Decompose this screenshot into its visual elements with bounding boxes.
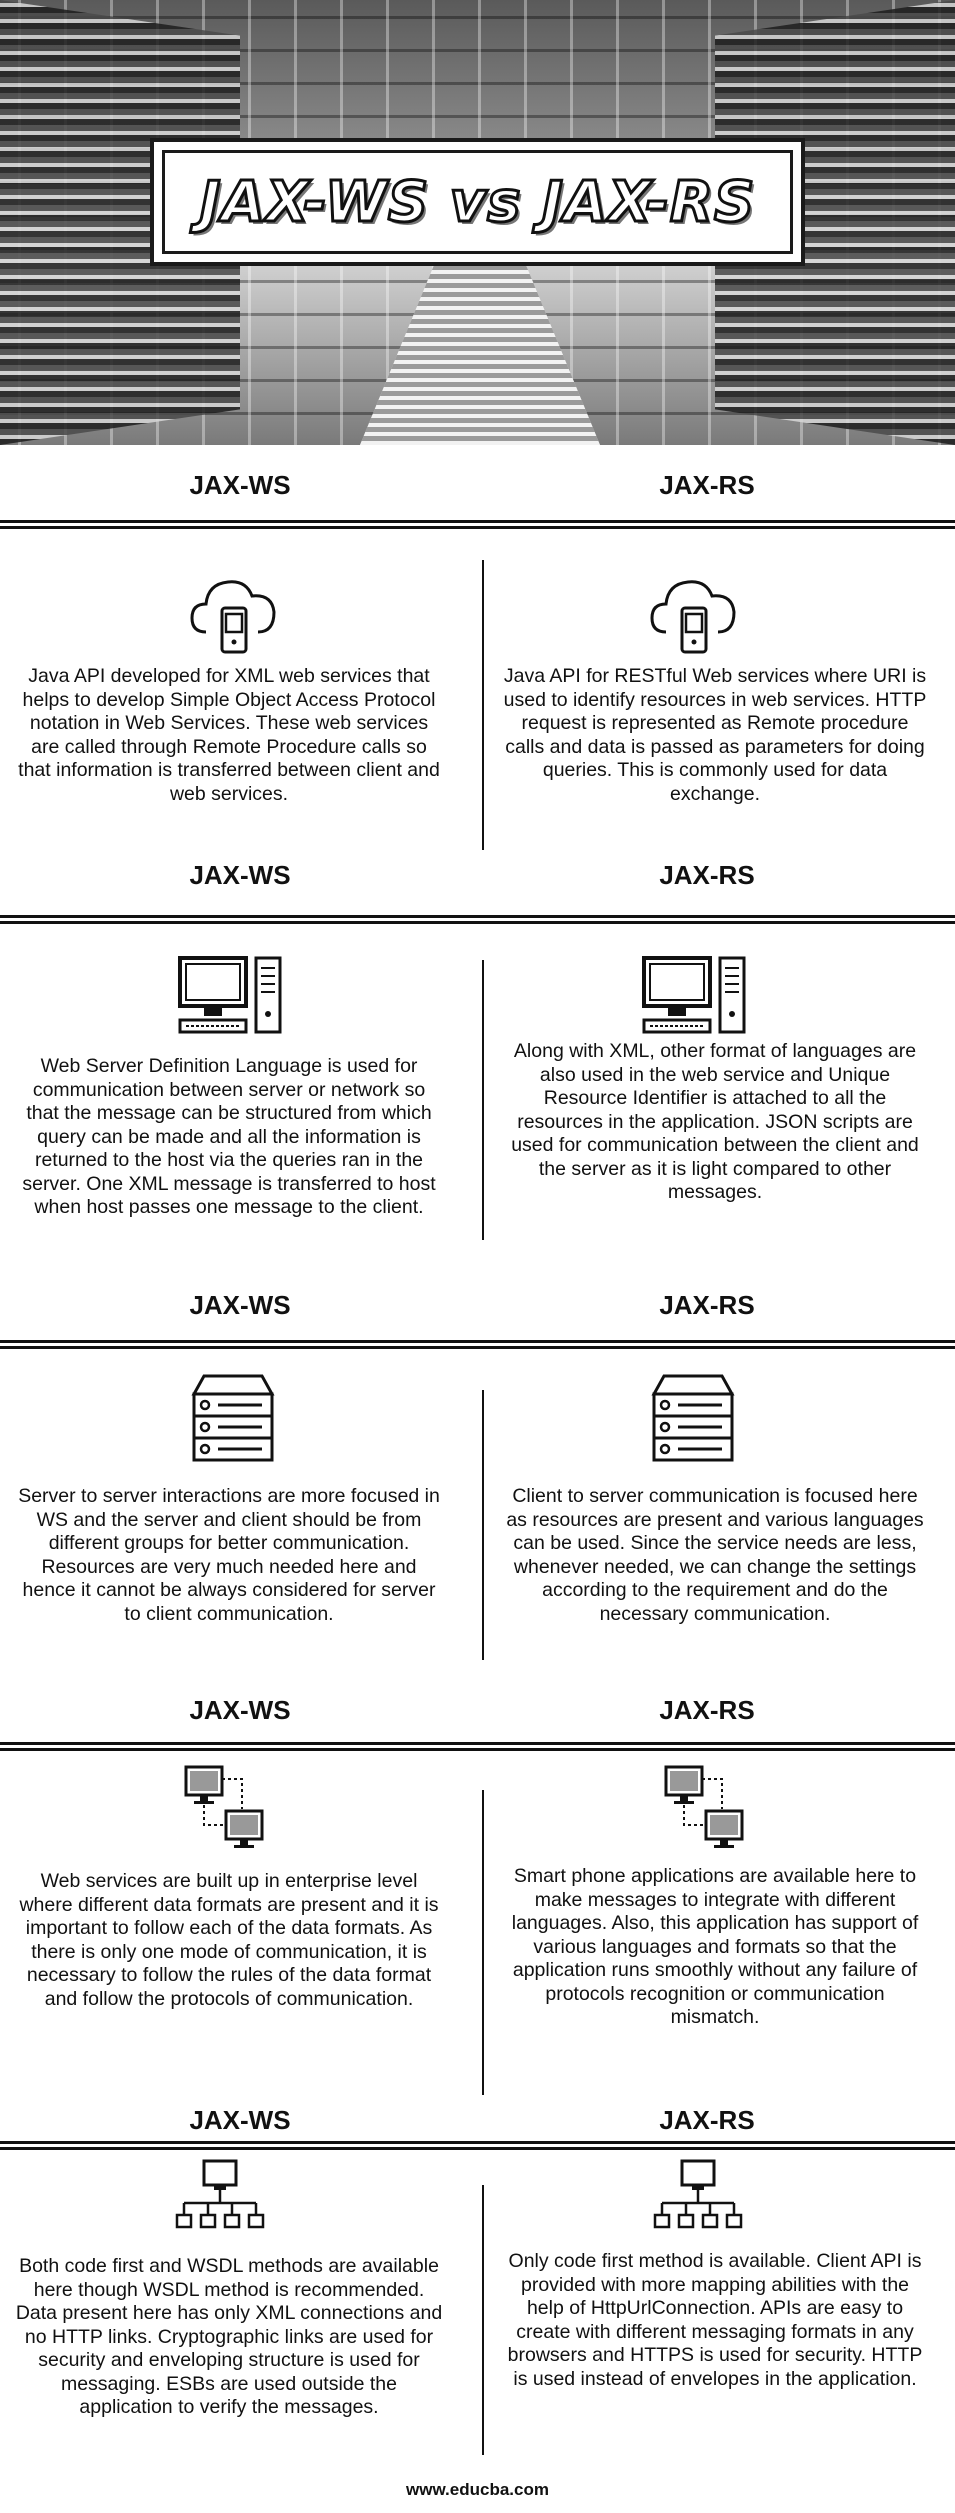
jax-ws-description: Server to server interactions are more f… (18, 1485, 440, 1625)
comparison-section-1: JAX-WS JAX-RS Java API developed for XML… (0, 460, 955, 860)
server-stack-icon (651, 1374, 735, 1462)
network-hierarchy-icon (653, 2159, 743, 2229)
comparison-section-3: JAX-WS JAX-RS Server to server interacti… (0, 1290, 955, 1690)
section-divider (0, 2141, 955, 2150)
column-divider (482, 2185, 484, 2455)
jax-ws-description: Web services are built up in enterprise … (19, 1870, 439, 2010)
jax-ws-description: Java API developed for XML web services … (18, 665, 440, 805)
column-divider (482, 1790, 484, 2095)
desktop-computer-icon (642, 956, 746, 1034)
comparison-section-4: JAX-WS JAX-RS Web services are built up … (0, 1695, 955, 2120)
column-divider (482, 1390, 484, 1660)
header-banner: JAX-WS vs JAX-RS (0, 0, 955, 445)
page-title: JAX-WS vs JAX-RS (198, 168, 756, 236)
section-divider (0, 1742, 955, 1751)
column-heading-jax-rs: JAX-RS (659, 1695, 755, 1725)
section-divider (0, 1340, 955, 1349)
column-heading-jax-ws: JAX-WS (189, 1290, 291, 1320)
column-heading-jax-ws: JAX-WS (189, 2105, 291, 2135)
jax-ws-description: Web Server Definition Language is used f… (22, 1055, 436, 1218)
column-heading-jax-rs: JAX-RS (659, 1290, 755, 1320)
connected-monitors-icon (664, 1765, 744, 1848)
cloud-phone-icon (650, 580, 736, 654)
column-heading-jax-rs: JAX-RS (659, 470, 755, 500)
comparison-section-2: JAX-WS JAX-RS Web Server Definition Lang… (0, 860, 955, 1290)
column-heading-jax-rs: JAX-RS (659, 860, 755, 890)
cloud-phone-icon (190, 580, 276, 654)
column-heading-jax-rs: JAX-RS (659, 2105, 755, 2135)
column-heading-jax-ws: JAX-WS (189, 470, 291, 500)
column-divider (482, 960, 484, 1240)
server-stack-icon (191, 1374, 275, 1462)
footer-url: www.educba.com (406, 2480, 549, 2499)
desktop-computer-icon (178, 956, 282, 1034)
connected-monitors-icon (184, 1765, 264, 1848)
section-divider (0, 520, 955, 529)
jax-rs-description: Java API for RESTful Web services where … (503, 665, 927, 805)
jax-rs-description: Only code first method is available. Cli… (507, 2250, 923, 2390)
section-divider (0, 915, 955, 924)
jax-rs-description: Along with XML, other format of language… (511, 1040, 919, 1203)
network-hierarchy-icon (175, 2159, 265, 2229)
title-box: JAX-WS vs JAX-RS (150, 138, 805, 266)
comparison-section-5: JAX-WS JAX-RS Both code first and WSDL m… (0, 2105, 955, 2475)
column-heading-jax-ws: JAX-WS (189, 860, 291, 890)
jax-rs-description: Client to server communication is focuse… (506, 1485, 924, 1625)
jax-rs-description: Smart phone applications are available h… (511, 1865, 919, 2028)
jax-ws-description: Both code first and WSDL methods are ava… (15, 2255, 443, 2418)
column-divider (482, 560, 484, 850)
column-heading-jax-ws: JAX-WS (189, 1695, 291, 1725)
